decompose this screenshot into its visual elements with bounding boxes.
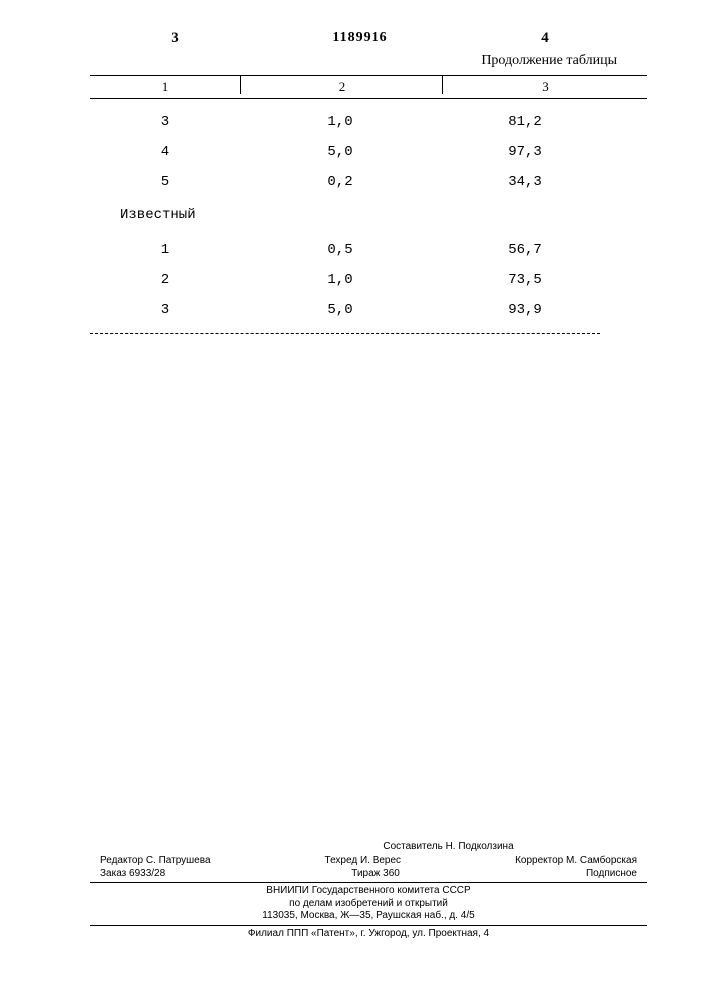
imprint-address: 113035, Москва, Ж—35, Раушская наб., д. … [90,910,647,926]
imprint-order: Заказ 6933/28 [100,868,165,881]
table-continuation-label: Продолжение таблицы [90,53,617,69]
imprint-block: Составитель Н. Подколзина Редактор С. Па… [90,841,647,941]
table-body-a: 3 1,0 81,2 4 5,0 97,3 5 0,2 34,3 [90,107,647,197]
subheader-1: 1 [90,79,240,95]
imprint-compiler: Составитель Н. Подколзина [90,841,647,854]
section-label-known: Известный [90,197,647,227]
imprint-org2: по делам изобретений и открытий [90,898,647,911]
column-header-row: 3 1189916 4 [90,30,647,47]
cell-col2: 0,5 [240,242,440,258]
cell-col3: 56,7 [440,242,610,258]
table-row: 3 5,0 93,9 [90,295,647,325]
cell-col2: 1,0 [240,272,440,288]
table-row: 1 0,5 56,7 [90,235,647,265]
imprint-tirazh: Тираж 360 [351,868,400,881]
table-subheader-row: 1 2 3 [90,76,647,98]
cell-col1: 3 [90,302,240,318]
rule-under-subhead [90,98,647,99]
col-num-right: 4 [460,30,630,47]
cell-col3: 81,2 [440,114,610,130]
cell-col3: 93,9 [440,302,610,318]
imprint-corrector: Корректор М. Самборская [515,855,637,868]
table-row: 4 5,0 97,3 [90,137,647,167]
imprint-editor: Редактор С. Патрушева [100,855,211,868]
cell-col1: 1 [90,242,240,258]
cell-col2: 0,2 [240,174,440,190]
rule-dashed-bottom [90,333,600,334]
cell-col1: 5 [90,174,240,190]
subheader-3: 3 [444,79,647,95]
imprint-order-row: Заказ 6933/28 Тираж 360 Подписное [90,868,647,884]
cell-col1: 3 [90,114,240,130]
cell-col1: 4 [90,144,240,160]
cell-col2: 5,0 [240,144,440,160]
cell-col3: 34,3 [440,174,610,190]
cell-col3: 97,3 [440,144,610,160]
cell-col3: 73,5 [440,272,610,288]
imprint-techred: Техред И. Верес [325,855,402,868]
col-num-left: 3 [90,30,260,47]
imprint-filial: Филиал ППП «Патент», г. Ужгород, ул. Про… [90,928,647,941]
table-row: 2 1,0 73,5 [90,265,647,295]
patent-number: 1189916 [260,30,460,47]
subheader-2: 2 [242,79,442,95]
imprint-podpisnoe: Подписное [586,868,637,881]
table-body-b: 1 0,5 56,7 2 1,0 73,5 3 5,0 93,9 [90,235,647,325]
imprint-credits-row: Редактор С. Патрушева Техред И. Верес Ко… [90,855,647,868]
cell-col2: 1,0 [240,114,440,130]
table-row: 5 0,2 34,3 [90,167,647,197]
cell-col2: 5,0 [240,302,440,318]
cell-col1: 2 [90,272,240,288]
table-row: 3 1,0 81,2 [90,107,647,137]
imprint-org1: ВНИИПИ Государственного комитета СССР [90,885,647,898]
